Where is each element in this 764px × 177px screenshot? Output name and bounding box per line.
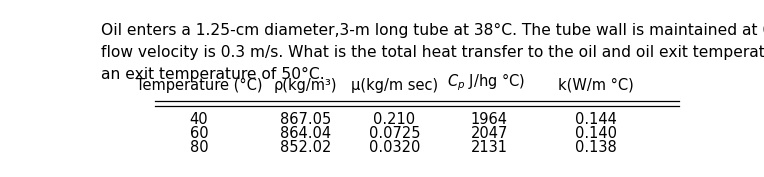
- Text: Temperature (°C): Temperature (°C): [136, 78, 262, 93]
- Text: k(W/m °C): k(W/m °C): [558, 78, 633, 93]
- Text: 0.138: 0.138: [575, 141, 617, 155]
- Text: ρ(kg/m³): ρ(kg/m³): [274, 78, 338, 93]
- Text: $C_p$ J/hg °C): $C_p$ J/hg °C): [447, 71, 526, 93]
- Text: 40: 40: [189, 112, 209, 127]
- Text: 0.0320: 0.0320: [369, 141, 420, 155]
- Text: 852.02: 852.02: [280, 141, 332, 155]
- Text: 0.210: 0.210: [374, 112, 416, 127]
- Text: 867.05: 867.05: [280, 112, 332, 127]
- Text: 0.140: 0.140: [575, 126, 617, 141]
- Text: 0.144: 0.144: [575, 112, 617, 127]
- Text: μ(kg/m sec): μ(kg/m sec): [351, 78, 438, 93]
- Text: 2131: 2131: [471, 141, 508, 155]
- Text: 60: 60: [189, 126, 209, 141]
- Text: an exit temperature of 50°C.: an exit temperature of 50°C.: [102, 67, 325, 82]
- Text: flow velocity is 0.3 m/s. What is the total heat transfer to the oil and oil exi: flow velocity is 0.3 m/s. What is the to…: [102, 45, 764, 60]
- Text: 1964: 1964: [471, 112, 508, 127]
- Text: 0.0725: 0.0725: [369, 126, 420, 141]
- Text: 2047: 2047: [471, 126, 508, 141]
- Text: 80: 80: [189, 141, 209, 155]
- Text: Oil enters a 1.25-cm diameter,3-m long tube at 38°C. The tube wall is maintained: Oil enters a 1.25-cm diameter,3-m long t…: [102, 23, 764, 38]
- Text: 864.04: 864.04: [280, 126, 332, 141]
